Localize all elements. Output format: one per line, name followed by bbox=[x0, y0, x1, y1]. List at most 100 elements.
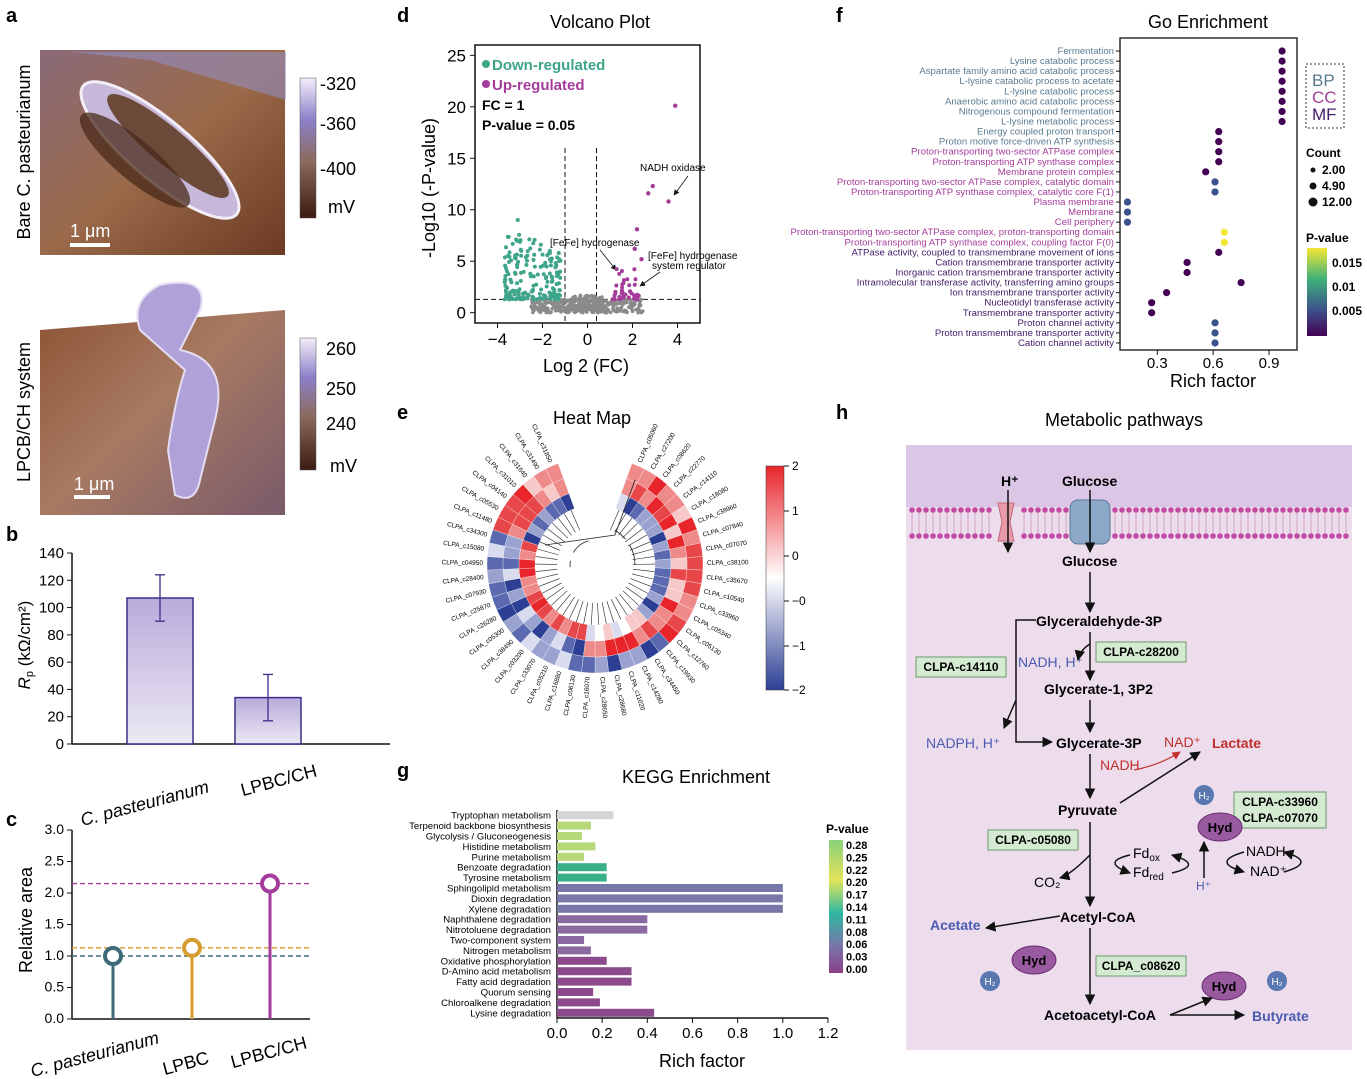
d-point-ns bbox=[573, 308, 578, 313]
h-lipid-head bbox=[1168, 533, 1174, 539]
e-dendrogram bbox=[631, 548, 653, 556]
f-dot bbox=[1237, 278, 1245, 287]
e-dendrogram bbox=[614, 530, 626, 540]
d-y-tick-label: 5 bbox=[457, 252, 466, 271]
e-heat-cell bbox=[559, 493, 575, 512]
h-lipid-head bbox=[1042, 507, 1048, 513]
g-category-label: Two-component system bbox=[450, 936, 551, 947]
h-lipid-head bbox=[937, 533, 943, 539]
e-row-label: CLPA_c34300 bbox=[446, 521, 488, 539]
d-point-ns bbox=[574, 297, 578, 301]
d-point-ns bbox=[567, 309, 572, 314]
h-lipid-head bbox=[951, 533, 957, 539]
h-gene-05080: CLPA-c05080 bbox=[995, 833, 1071, 847]
d-point-ns bbox=[606, 302, 611, 307]
d-point-ns bbox=[548, 300, 553, 304]
h-lipid-head bbox=[930, 507, 936, 513]
e-dendrogram bbox=[557, 517, 572, 536]
h-lipid-head bbox=[937, 507, 943, 513]
b-y-tick-label: 0 bbox=[56, 736, 64, 753]
d-point-down bbox=[543, 295, 548, 300]
f-dot bbox=[1215, 158, 1223, 166]
f-term-label: Proton-transporting two-sector ATPase co… bbox=[791, 227, 1115, 238]
d-point-down bbox=[556, 297, 561, 302]
h-lipid-head bbox=[979, 533, 985, 539]
afm-bottom-label: LPCB/CH system bbox=[14, 342, 34, 482]
h-lipid-head bbox=[944, 533, 950, 539]
d-point-ns bbox=[559, 310, 563, 314]
d-point-down bbox=[518, 278, 523, 283]
afm-bottom-tick-1: 260 bbox=[326, 339, 356, 359]
d-xlabel: Log 2 (FC) bbox=[543, 356, 629, 376]
g-bar bbox=[557, 884, 783, 892]
e-dendrogram bbox=[630, 578, 652, 587]
e-dendrogram bbox=[547, 528, 565, 543]
d-point-up bbox=[673, 103, 678, 108]
d-point-ns bbox=[611, 301, 615, 306]
c-y-tick-label: 0.5 bbox=[45, 979, 65, 995]
d-legend-up: Up-regulated bbox=[492, 77, 585, 94]
e-dendrogram bbox=[622, 590, 640, 606]
d-point-ns bbox=[564, 298, 569, 303]
h-acetyl: Acetyl-CoA bbox=[1060, 909, 1135, 925]
d-point-down bbox=[502, 255, 507, 260]
e-row-label: CLPA_c07840 bbox=[702, 521, 744, 539]
f-term-label: Energy coupled proton transport bbox=[977, 127, 1114, 138]
h-lipid-head bbox=[1245, 507, 1251, 513]
d-point-down bbox=[534, 282, 539, 287]
g-bar bbox=[557, 967, 632, 976]
d-point-up bbox=[612, 297, 617, 302]
h-butyrate: Butyrate bbox=[1252, 1008, 1309, 1024]
h-lipid-head bbox=[1161, 533, 1167, 539]
h-lipid-head bbox=[916, 507, 922, 513]
h-hydrogenases: Hyd Hyd Hyd bbox=[1011, 812, 1247, 1001]
panel-letter-h: h bbox=[836, 402, 848, 424]
e-dendrogram bbox=[597, 602, 600, 625]
f-size-legend-dot-3 bbox=[1308, 197, 1318, 207]
d-point-down bbox=[545, 279, 550, 284]
f-term-label: Cation channel activity bbox=[1018, 338, 1114, 349]
g-category-label: Quorum sensing bbox=[481, 988, 551, 999]
d-point-down bbox=[530, 274, 535, 279]
g-bar bbox=[557, 873, 607, 882]
g-category-label: Tyrosine metabolism bbox=[463, 873, 551, 884]
d-y-tick-label: 10 bbox=[447, 201, 466, 220]
e-dendrogram bbox=[568, 599, 579, 620]
h-arrow-g3p-g3 bbox=[1015, 619, 1054, 748]
h-lipid-head bbox=[1301, 533, 1307, 539]
h-lipid-head bbox=[909, 507, 915, 513]
h-lipid-head bbox=[1315, 533, 1321, 539]
h-hyd-1: Hyd bbox=[1208, 820, 1233, 835]
h-lipid-head bbox=[1210, 507, 1216, 513]
g-bar bbox=[557, 852, 585, 861]
g-bar bbox=[557, 977, 632, 986]
h-metabolites: H⁺ Glucose Glucose Glyceraldehyde-3P NAD… bbox=[926, 473, 1309, 1024]
c-x-tick-label: LPBC bbox=[160, 1048, 211, 1079]
h-arrow-co2 bbox=[1058, 854, 1091, 881]
d-point-ns bbox=[532, 303, 537, 307]
d-point-up bbox=[639, 256, 644, 262]
g-bar bbox=[557, 904, 783, 913]
f-term-label: Cation transmembrane transporter activit… bbox=[935, 257, 1114, 268]
d-point-down bbox=[547, 271, 552, 276]
g-category-label: Purine metabolism bbox=[472, 852, 551, 863]
g-legend-tick-label: 0.14 bbox=[846, 902, 868, 914]
g-title: KEGG Enrichment bbox=[622, 767, 770, 787]
e-heat-cell bbox=[594, 640, 607, 658]
b-x-tick-label: LPBC/CH bbox=[238, 761, 319, 801]
h-gene-08620: CLPA_c08620 bbox=[1102, 959, 1181, 973]
h-arrow-nad-cycle-1 bbox=[1226, 851, 1246, 875]
h-lipid-head bbox=[1294, 507, 1300, 513]
f-term-label: ATPase activity, coupled to transmembran… bbox=[851, 247, 1114, 258]
h-lipid-head bbox=[1322, 507, 1328, 513]
d-point-up bbox=[646, 191, 651, 196]
e-colorbar-tick-label: 2 bbox=[792, 459, 799, 473]
b-y-tick-label: 140 bbox=[39, 545, 64, 562]
d-point-up bbox=[614, 267, 619, 272]
d-point-down bbox=[515, 218, 520, 223]
d-title: Volcano Plot bbox=[550, 12, 650, 32]
h-lipid-head bbox=[986, 507, 992, 513]
d-point-up bbox=[632, 282, 637, 287]
f-dot bbox=[1148, 299, 1156, 307]
f-term-label: Lysine catabolic process bbox=[1010, 56, 1114, 67]
